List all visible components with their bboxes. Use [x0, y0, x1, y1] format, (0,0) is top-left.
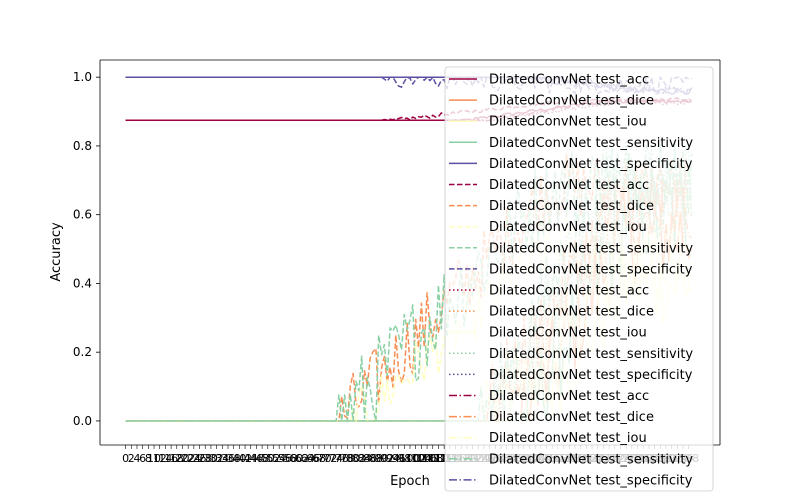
x-tick-label: 60: [289, 452, 303, 465]
legend-label: DilatedConvNet test_acc: [489, 178, 649, 193]
x-tick-label: 78: [340, 452, 354, 465]
x-tick-label: 58: [284, 452, 298, 465]
x-tick-label: 24: [187, 452, 201, 465]
x-tick-label: 94: [386, 452, 400, 465]
x-tick-label: 38: [227, 452, 241, 465]
legend-label: DilatedConvNet test_sensitivity: [489, 452, 693, 467]
legend: DilatedConvNet test_acc DilatedConvNet te…: [444, 66, 714, 492]
y-ticks: 0.0 0.2 0.4 0.6 0.8 1.0: [73, 70, 100, 428]
y-tick-label: 0.4: [73, 276, 92, 290]
series-line-sensitivity-dashdot: [125, 140, 693, 422]
x-tick-label: 52: [266, 452, 280, 465]
x-tick-label: 40: [232, 452, 246, 465]
legend-label: DilatedConvNet test_dice: [489, 410, 654, 425]
y-tick-label: 0.8: [73, 139, 92, 153]
legend-label: DilatedConvNet test_sensitivity: [489, 241, 693, 256]
x-tick-label: 74: [329, 452, 343, 465]
x-tick-label: 70: [318, 452, 332, 465]
legend-label: DilatedConvNet test_acc: [489, 73, 649, 88]
x-tick-label: 90: [375, 452, 389, 465]
x-tick-label: 6: [139, 452, 146, 465]
legend-label: DilatedConvNet test_dice: [489, 94, 654, 109]
x-tick-label: 54: [272, 452, 286, 465]
x-tick-label: 4: [133, 452, 140, 465]
x-axis-label: Epoch: [390, 474, 430, 489]
x-tick-label: 34: [215, 452, 229, 465]
x-tick-label: 68: [312, 452, 326, 465]
legend-label: DilatedConvNet test_acc: [489, 284, 649, 299]
legend-label: DilatedConvNet test_acc: [489, 389, 649, 404]
x-tick-label: 26: [193, 452, 207, 465]
x-tick-label: 100: [400, 452, 421, 465]
x-tick-label: 106: [417, 452, 438, 465]
x-tick-label: 88: [369, 452, 383, 465]
x-tick-label: 82: [352, 452, 366, 465]
legend-label: DilatedConvNet test_specificity: [489, 368, 693, 383]
x-tick-label: 108: [422, 452, 443, 465]
x-tick-label: 46: [249, 452, 263, 465]
x-tick-label: 64: [301, 452, 315, 465]
legend-label: DilatedConvNet test_iou: [489, 220, 647, 235]
x-tick-label: 30: [204, 452, 218, 465]
x-tick-label: 96: [392, 452, 406, 465]
series-line-iou-dashed: [125, 215, 693, 422]
legend-label: DilatedConvNet test_iou: [489, 431, 647, 446]
x-tick-label: 20: [175, 452, 189, 465]
x-tick-label: 104: [411, 452, 432, 465]
x-tick-label: 92: [380, 452, 394, 465]
y-tick-label: 0.2: [73, 345, 92, 359]
x-tick-label: 36: [221, 452, 235, 465]
x-tick-label: 48: [255, 452, 269, 465]
series-line-acc-dashed: [125, 96, 692, 121]
x-tick-label: 80: [346, 452, 360, 465]
x-tick-label: 18: [170, 452, 184, 465]
x-tick-label: 12: [153, 452, 167, 465]
x-tick-label: 84: [357, 452, 371, 465]
x-tick-label: 14: [158, 452, 172, 465]
x-tick-label: 16: [164, 452, 178, 465]
x-tick-label: 66: [306, 452, 320, 465]
x-tick-label: 32: [210, 452, 224, 465]
legend-label: DilatedConvNet test_specificity: [489, 157, 693, 172]
legend-label: DilatedConvNet test_dice: [489, 199, 654, 214]
y-tick-label: 0.0: [73, 414, 92, 428]
y-tick-label: 1.0: [73, 70, 92, 84]
legend-label: DilatedConvNet test_sensitivity: [489, 347, 693, 362]
x-tick-label: 0: [122, 452, 129, 465]
x-tick-label: 28: [198, 452, 212, 465]
legend-label: DilatedConvNet test_specificity: [489, 473, 693, 488]
x-tick-label: 86: [363, 452, 377, 465]
legend-label: DilatedConvNet test_sensitivity: [489, 136, 693, 151]
y-axis-label: Accuracy: [49, 222, 64, 282]
x-tick-label: 110: [428, 452, 449, 465]
legend-label: DilatedConvNet test_specificity: [489, 262, 693, 277]
x-tick-label: 72: [323, 452, 337, 465]
x-tick-label: 76: [335, 452, 349, 465]
legend-box: [444, 66, 714, 492]
x-tick-label: 102: [405, 452, 426, 465]
x-tick-label: 62: [295, 452, 309, 465]
legend-label: DilatedConvNet test_dice: [489, 305, 654, 320]
x-tick-label: 2: [128, 452, 135, 465]
x-tick-label: 56: [278, 452, 292, 465]
x-tick-label: 8: [145, 452, 152, 465]
y-tick-label: 0.6: [73, 208, 92, 222]
x-tick-label: 44: [244, 452, 258, 465]
legend-label: DilatedConvNet test_iou: [489, 115, 647, 130]
x-tick-label: 10: [147, 452, 161, 465]
legend-label: DilatedConvNet test_iou: [489, 326, 647, 341]
x-tick-label: 50: [261, 452, 275, 465]
x-tick-label: 42: [238, 452, 252, 465]
x-tick-label: 98: [397, 452, 411, 465]
x-tick-label: 22: [181, 452, 195, 465]
